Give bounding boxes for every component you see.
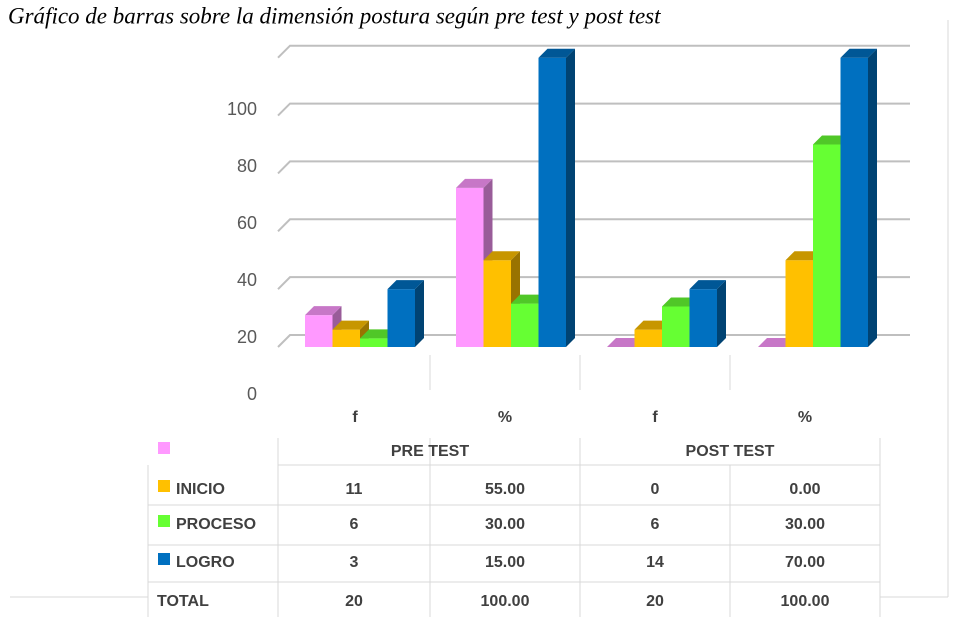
table-cell: 70.00 (785, 554, 825, 571)
table-cell: 100.00 (481, 593, 530, 610)
bar (456, 187, 484, 347)
bar-top (483, 251, 520, 261)
y-tick-label: 0 (247, 384, 257, 404)
table-cell: 3 (350, 554, 359, 571)
table-cell: 6 (350, 516, 359, 533)
table-cell: 30.00 (485, 516, 525, 533)
bar-top (360, 329, 397, 339)
x-tick-label: f (352, 409, 358, 426)
table-cell: 20 (646, 593, 664, 610)
bar (785, 260, 813, 347)
grid-line (277, 276, 910, 290)
legend-label: INICIO (176, 481, 225, 498)
legend-key (158, 553, 170, 565)
legend-key (158, 442, 170, 454)
bar (387, 289, 415, 347)
bar (483, 260, 511, 347)
table-cell: 20 (345, 593, 363, 610)
bar-side (415, 280, 424, 347)
table-cell: 100.00 (781, 593, 830, 610)
legend-key (158, 480, 170, 492)
bar-top (662, 297, 699, 307)
y-tick-label: 20 (237, 327, 257, 347)
table-cell: 30.00 (785, 516, 825, 533)
y-tick-label: 100 (227, 99, 257, 119)
bar-top (305, 306, 342, 316)
legend-label: PROCESO (176, 516, 256, 533)
x-tick-label: f (652, 409, 658, 426)
bar (511, 303, 539, 347)
x-tick-label: % (798, 409, 812, 426)
bar-top (758, 338, 795, 347)
bar-side (868, 48, 877, 347)
table-cell: 0 (651, 481, 660, 498)
bar (689, 289, 717, 347)
bar (305, 315, 333, 347)
grid-line (277, 44, 910, 59)
y-tick-label: 60 (237, 213, 257, 233)
grid-line (277, 102, 910, 117)
bar-top (813, 135, 850, 145)
bar-top (456, 178, 493, 188)
bar-top (689, 280, 726, 290)
y-tick-label: 40 (237, 270, 257, 290)
chart-title: Gráfico de barras sobre la dimensión pos… (8, 3, 661, 28)
legend-key (158, 515, 170, 527)
bar-top (511, 294, 548, 304)
bar-top (538, 48, 575, 58)
legend-label: TOTAL (157, 593, 209, 610)
bar-top (634, 320, 671, 330)
bar (813, 144, 841, 347)
bar-top (785, 251, 822, 261)
bar-top (387, 280, 424, 290)
x-tick-label: % (498, 409, 512, 426)
bar-top (607, 338, 644, 347)
grid-line (277, 160, 910, 175)
group-label: POST TEST (686, 443, 775, 460)
bar (634, 329, 662, 347)
bar-top (332, 320, 369, 330)
legend-label: LOGRO (176, 554, 235, 571)
bar (662, 306, 690, 347)
grid-line (277, 218, 910, 232)
table-cell: 6 (651, 516, 660, 533)
table-cell: 55.00 (485, 481, 525, 498)
table-cell: 15.00 (485, 554, 525, 571)
bar-side (717, 280, 726, 347)
bar (332, 329, 360, 347)
table-cell: 0.00 (789, 481, 820, 498)
group-label: PRE TEST (391, 443, 469, 460)
bar (840, 57, 868, 347)
bar (360, 338, 388, 347)
bar-top (840, 48, 877, 58)
table-cell: 14 (646, 554, 664, 571)
bar (538, 57, 566, 347)
y-tick-label: 80 (237, 156, 257, 176)
table-cell: 11 (346, 481, 363, 498)
bar-side (566, 48, 575, 347)
